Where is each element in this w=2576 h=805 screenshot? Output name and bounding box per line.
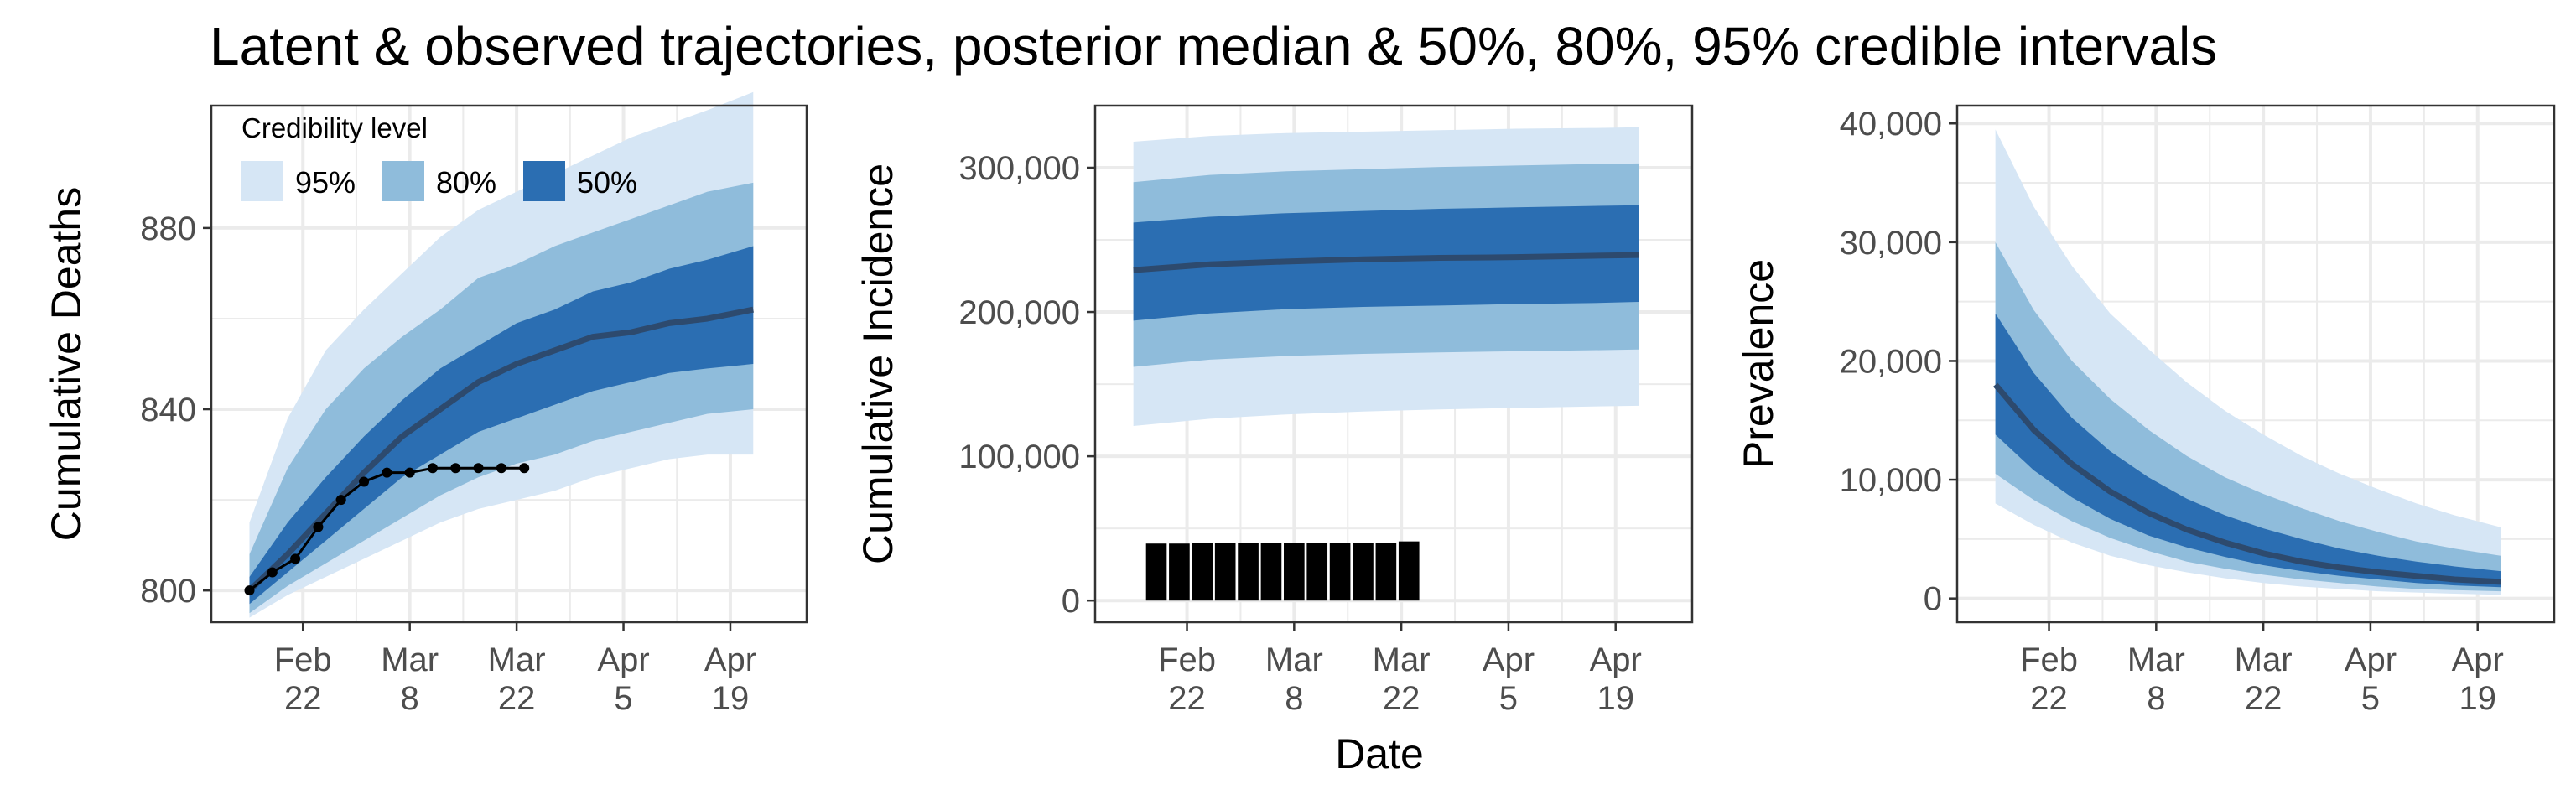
y-tick-label: 0	[1924, 581, 1942, 618]
x-tick-label: Feb 22	[2020, 641, 2078, 717]
observed-bar	[1145, 543, 1167, 601]
plot-border	[210, 104, 808, 624]
y-tick-label: 200,000	[958, 294, 1080, 331]
observed-point	[519, 463, 530, 474]
observed-bar	[1192, 543, 1213, 601]
legend-label-80: 80%	[436, 165, 496, 200]
observed-point	[450, 463, 461, 474]
legend-swatch-95	[242, 161, 283, 201]
y-tick-label: 300,000	[958, 150, 1080, 187]
x-tick-label: Apr 19	[704, 641, 756, 717]
observed-bar	[1398, 541, 1420, 601]
y-axis-label: Prevalence	[1735, 259, 1782, 469]
observed-bar	[1306, 543, 1328, 601]
x-tick-label: Apr 5	[1483, 641, 1535, 717]
observed-bar	[1214, 543, 1236, 601]
observed-point	[404, 467, 415, 478]
y-tick-label: 800	[140, 573, 196, 610]
credible-band-50	[1133, 205, 1639, 321]
y-tick-label: 0	[1062, 583, 1080, 620]
y-tick-label: 10,000	[1840, 462, 1942, 499]
x-tick-label: Mar 22	[488, 641, 546, 717]
y-tick-label: 40,000	[1840, 106, 1942, 143]
x-tick-label: Mar 22	[1373, 641, 1431, 717]
observed-point	[290, 553, 301, 564]
observed-bar	[1169, 543, 1190, 601]
panel-cumulative-deaths: 800 840 880 Feb 22 Mar 8 Mar 22 Apr 5 Apr 19 Cumulati…	[43, 91, 808, 717]
median-line	[1133, 252, 1639, 273]
x-tick-label: Feb 22	[1158, 641, 1216, 717]
x-tick-label: Mar 22	[2235, 641, 2293, 717]
x-tick-label: Apr 5	[2345, 641, 2397, 717]
observed-point	[473, 463, 484, 474]
plot-border	[1093, 104, 1694, 624]
legend-title: Credibility level	[242, 112, 428, 143]
y-tick-label: 30,000	[1840, 225, 1942, 262]
observed-point	[244, 585, 255, 596]
x-axis-label: Date	[1335, 730, 1424, 777]
x-tick-label: Apr 5	[597, 641, 649, 717]
observed-point	[359, 476, 370, 487]
observed-bar	[1329, 543, 1351, 601]
y-axis-label: Cumulative Incidence	[854, 164, 901, 564]
panel-cumulative-incidence: 0 100,000 200,000 300,000 Feb 22 Mar 8 Mar 22 Apr 5…	[854, 104, 1694, 717]
observed-point	[335, 495, 346, 506]
plot-border	[1955, 104, 2556, 624]
observed-point	[496, 463, 506, 474]
x-tick-label: Feb 22	[274, 641, 332, 717]
legend-label-50: 50%	[577, 165, 637, 200]
observed-point	[267, 567, 278, 578]
y-tick-label: 100,000	[958, 439, 1080, 475]
observed-bar	[1260, 543, 1282, 601]
y-tick-label: 840	[140, 392, 196, 428]
observed-point	[382, 467, 392, 478]
observed-point	[427, 463, 438, 474]
observed-bar	[1375, 543, 1397, 601]
legend: Credibility level 95% 80% 50%	[242, 112, 637, 201]
median-line	[247, 306, 754, 593]
x-tick-label: Apr 19	[2452, 641, 2504, 717]
y-tick-label: 20,000	[1840, 343, 1942, 380]
x-tick-label: Mar 8	[2127, 641, 2185, 717]
x-tick-label: Mar 8	[381, 641, 439, 717]
x-tick-label: Mar 8	[1265, 641, 1323, 717]
credible-band-50	[1995, 313, 2501, 588]
observed-point	[313, 522, 324, 532]
median-line	[1992, 382, 2501, 585]
x-tick-label: Apr 19	[1590, 641, 1642, 717]
chart-title: Latent & observed trajectories, posterio…	[210, 16, 2218, 76]
y-axis-label: Cumulative Deaths	[43, 187, 90, 541]
observed-bar	[1353, 543, 1374, 601]
observed-bar	[1238, 543, 1259, 601]
panel-prevalence: 0 10,000 20,000 30,000 40,000 Feb 22 Mar 8 Mar 22 A…	[1735, 104, 2556, 717]
observed-bar	[1284, 543, 1305, 601]
y-tick-label: 880	[140, 210, 196, 247]
legend-swatch-80	[382, 161, 424, 201]
legend-swatch-50	[523, 161, 565, 201]
legend-label-95: 95%	[295, 165, 356, 200]
